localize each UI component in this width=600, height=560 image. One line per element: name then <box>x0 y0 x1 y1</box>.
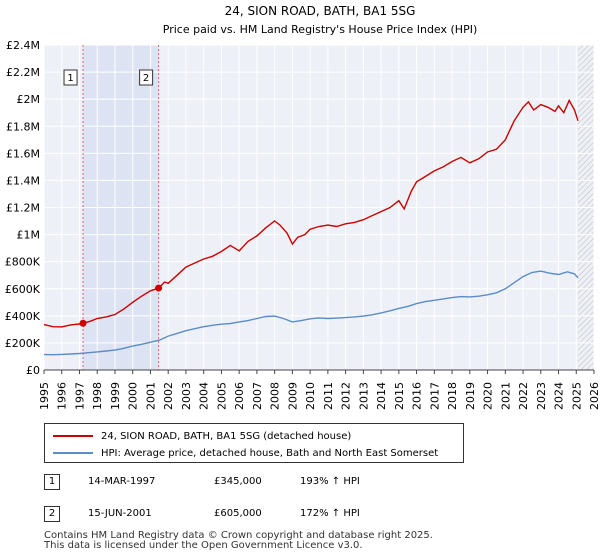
x-tick-label: 1997 <box>73 382 86 410</box>
x-tick-label: 2024 <box>553 382 566 410</box>
sale-label-number: 2 <box>143 73 149 84</box>
price-chart: 24, SION ROAD, BATH, BA1 5SG Price paid … <box>5 4 600 410</box>
y-tick-label: £2.4M <box>6 39 40 52</box>
sale-price: £345,000 <box>214 476 262 487</box>
y-tick-label: £600K <box>5 283 41 296</box>
sale-label-number: 1 <box>67 73 73 84</box>
x-tick-label: 1998 <box>91 382 104 410</box>
chart-subtitle: Price paid vs. HM Land Registry's House … <box>163 23 478 36</box>
legend-item-property: 24, SION ROAD, BATH, BA1 5SG (detached h… <box>53 428 351 444</box>
y-tick-label: £1.4M <box>6 174 40 187</box>
x-tick-label: 2002 <box>162 382 175 410</box>
y-tick-label: £2M <box>17 93 41 106</box>
x-tick-label: 2001 <box>144 382 157 410</box>
sale-label-box <box>63 69 78 86</box>
x-tick-label: 2023 <box>535 382 548 410</box>
x-tick-label: 2019 <box>464 382 477 410</box>
x-tick-label: 2005 <box>215 382 228 410</box>
x-tick-label: 2009 <box>286 382 299 410</box>
sale-price: £605,000 <box>214 508 262 519</box>
x-tick-label: 2007 <box>251 382 264 410</box>
hpi-line <box>43 270 579 356</box>
x-tick-label: 2017 <box>428 382 441 410</box>
x-tick-label: 2000 <box>127 382 140 410</box>
y-tick-label: £1M <box>17 229 41 242</box>
x-tick-label: 2014 <box>375 382 388 410</box>
x-tick-label: 2020 <box>482 382 495 410</box>
x-tick-label: 1999 <box>109 382 122 410</box>
sale-marker-label: 1 <box>44 474 60 490</box>
sale-marker-label: 2 <box>44 506 60 522</box>
footer: Contains HM Land Registry data © Crown c… <box>44 531 433 551</box>
x-tick-label: 2022 <box>517 382 530 410</box>
y-tick-label: £800K <box>5 256 41 269</box>
x-tick-label: 2026 <box>588 382 600 410</box>
sale-date: 14-MAR-1997 <box>88 476 156 487</box>
legend: 24, SION ROAD, BATH, BA1 5SG (detached h… <box>44 423 464 463</box>
legend-label-hpi: HPI: Average price, detached house, Bath… <box>101 447 439 459</box>
sale-date: 15-JUN-2001 <box>88 508 152 519</box>
y-tick-label: £2.2M <box>6 66 40 79</box>
x-tick-label: 2004 <box>198 382 211 410</box>
x-tick-label: 2016 <box>411 382 424 410</box>
x-tick-label: 1995 <box>38 382 51 410</box>
y-tick-label: £1.2M <box>6 202 40 215</box>
x-tick-label: 2008 <box>269 382 282 410</box>
x-tick-label: 2013 <box>357 382 370 410</box>
x-tick-label: 2012 <box>340 382 353 410</box>
y-tick-label: £0 <box>26 364 40 377</box>
x-tick-label: 2011 <box>322 382 335 410</box>
y-tick-label: £1.8M <box>6 120 40 133</box>
sale-hpi-change: 172% ↑ HPI <box>300 508 360 519</box>
legend-swatch-property <box>53 435 93 437</box>
chart-title: 24, SION ROAD, BATH, BA1 5SG <box>225 4 416 18</box>
legend-label-property: 24, SION ROAD, BATH, BA1 5SG (detached h… <box>101 430 352 442</box>
footer-copyright: Contains HM Land Registry data © Crown c… <box>44 530 433 541</box>
footer-licence: This data is licensed under the Open Gov… <box>44 540 363 551</box>
x-tick-label: 2006 <box>233 382 246 410</box>
sale-point <box>155 284 163 292</box>
x-tick-label: 2018 <box>446 382 459 410</box>
property-price-line <box>43 98 579 328</box>
x-tick-label: 2010 <box>304 382 317 410</box>
sale-hpi-change: 193% ↑ HPI <box>300 476 360 487</box>
sale-label-box <box>139 69 154 86</box>
legend-item-hpi: HPI: Average price, detached house, Bath… <box>53 445 438 461</box>
x-tick-label: 1996 <box>56 382 69 410</box>
y-tick-label: £200K <box>5 337 41 350</box>
y-tick-label: £1.6M <box>6 147 40 160</box>
x-tick-label: 2025 <box>570 382 583 410</box>
legend-swatch-hpi <box>53 452 93 454</box>
x-tick-label: 2015 <box>393 382 406 410</box>
y-tick-label: £400K <box>5 310 41 323</box>
x-tick-label: 2021 <box>499 382 512 410</box>
sale-point <box>79 319 87 327</box>
x-tick-label: 2003 <box>180 382 193 410</box>
